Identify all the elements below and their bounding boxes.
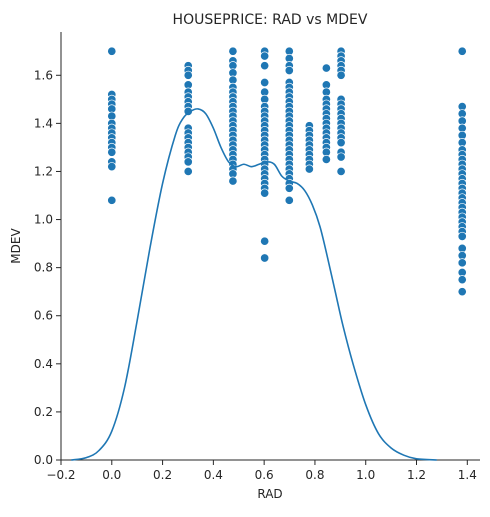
scatter-point [260, 77, 270, 88]
x-tick-label: −0.2 [46, 468, 75, 482]
scatter-point [336, 166, 346, 177]
y-tick-label: 1.6 [34, 68, 53, 82]
scatter-point [260, 236, 270, 246]
scatter-point [107, 46, 117, 56]
scatter-point [336, 152, 346, 162]
y-tick-label: 0.0 [34, 453, 53, 467]
y-tick-label: 1.4 [34, 116, 53, 130]
y-tick-label: 0.2 [34, 405, 53, 419]
scatter-point [321, 63, 331, 73]
scatter-point [183, 70, 193, 80]
x-tick-label: 0.8 [305, 468, 324, 482]
scatter-point [457, 258, 467, 268]
scatter-point [183, 106, 193, 116]
x-tick-label: 0.6 [255, 468, 274, 482]
scatter-point [107, 162, 117, 172]
y-tick-label: 0.6 [34, 309, 53, 323]
scatter-point [457, 275, 467, 285]
x-tick-label: 1.4 [458, 468, 477, 482]
scatter-point [260, 51, 270, 61]
scatter-point [336, 70, 346, 80]
x-tick-label: 1.0 [356, 468, 375, 482]
scatter-point [321, 154, 331, 164]
x-tick-label: 0.2 [153, 468, 172, 482]
scatter-point [107, 195, 117, 205]
y-tick-label: 1.2 [34, 164, 53, 178]
scatter-point [260, 188, 270, 198]
scatter-point [183, 157, 193, 167]
scatter-point [284, 195, 294, 205]
y-tick-label: 0.4 [34, 357, 53, 371]
scatter-point [228, 176, 238, 186]
scatter-point [228, 46, 238, 56]
plot-area: −0.2 0.0 0.2 0.4 0.6 0.8 1.0 1.2 1.40.00.20.40.6… [34, 32, 480, 482]
x-tick-label: 1.2 [407, 468, 426, 482]
scatter-point [284, 65, 294, 76]
y-axis-label: MDEV [9, 228, 23, 264]
scatter-point [107, 147, 117, 157]
x-tick-label: 0.4 [204, 468, 223, 482]
y-tick-label: 1.0 [34, 213, 53, 227]
scatter-point [260, 253, 270, 263]
scatter-point [336, 138, 346, 148]
scatter-point [284, 183, 294, 193]
scatter-point [457, 287, 467, 297]
scatter-point [304, 164, 314, 174]
scatter-point [260, 61, 270, 71]
x-tick-label: 0.0 [102, 468, 121, 482]
scatter-point [457, 231, 467, 241]
chart-title: HOUSEPRICE: RAD vs MDEV [173, 12, 368, 28]
kde-curve [71, 108, 437, 461]
x-axis-label: RAD [257, 487, 282, 501]
scatter-point [183, 166, 193, 177]
y-tick-label: 0.8 [34, 261, 53, 275]
scatter-point [457, 46, 467, 56]
